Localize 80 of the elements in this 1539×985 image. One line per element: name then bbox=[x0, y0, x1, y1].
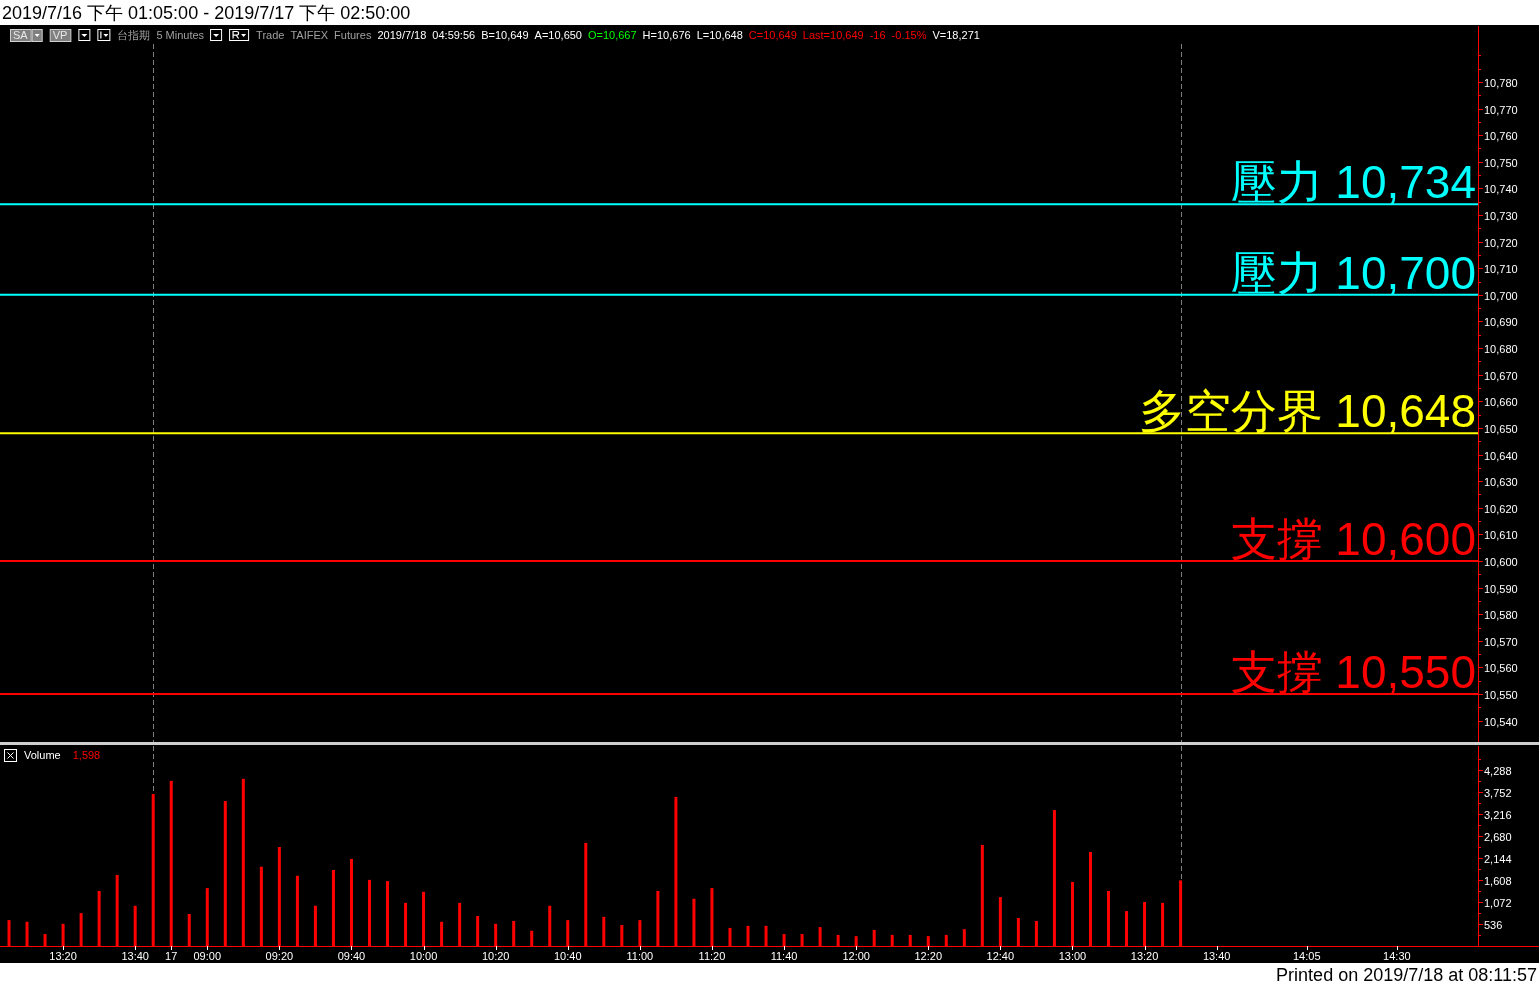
annotation: V=18,271 bbox=[932, 29, 980, 41]
annotation: Trade bbox=[256, 29, 285, 41]
y-tick-label: 10,700 bbox=[1484, 289, 1518, 302]
x-tick-label: 11:00 bbox=[626, 950, 654, 962]
y-tick-label: 10,710 bbox=[1484, 262, 1518, 275]
ref-line-label: 多空分界 10,648 bbox=[1138, 385, 1476, 438]
annotation: Futures bbox=[334, 29, 372, 41]
x-tick-label: 10:00 bbox=[409, 950, 438, 962]
ref-line-label: 壓力 10,734 bbox=[1230, 156, 1476, 209]
y-tick-label: 3,216 bbox=[1484, 808, 1512, 821]
y-tick-label: 10,730 bbox=[1484, 209, 1518, 222]
x-tick-label: 13:20 bbox=[1130, 950, 1159, 962]
y-tick-label: 10,620 bbox=[1484, 502, 1518, 515]
annotation: 台指期 bbox=[117, 29, 151, 41]
y-tick-label: 10,750 bbox=[1484, 156, 1518, 169]
annotation: 1,598 bbox=[72, 749, 101, 761]
x-tick-label: 13:00 bbox=[1058, 950, 1087, 962]
x-tick-label: 11:40 bbox=[770, 950, 798, 962]
x-tick-label: 14:30 bbox=[1383, 950, 1411, 962]
y-tick-label: 1,608 bbox=[1484, 874, 1512, 887]
x-tick-label: 12:00 bbox=[842, 950, 870, 962]
annotation: VP bbox=[52, 29, 68, 41]
y-tick-label: 10,610 bbox=[1484, 528, 1518, 541]
annotation: H=10,676 bbox=[642, 29, 691, 41]
annotation: 04:59:56 bbox=[432, 29, 476, 41]
y-tick-label: 10,640 bbox=[1484, 449, 1518, 462]
annotation: -16 bbox=[869, 29, 886, 41]
annotation: C=10,649 bbox=[748, 29, 797, 41]
annotation: Last=10,649 bbox=[802, 29, 864, 41]
y-tick-label: 10,660 bbox=[1484, 395, 1518, 408]
ref-line-label: 壓力 10,700 bbox=[1230, 246, 1476, 299]
x-tick-label: 13:40 bbox=[121, 950, 149, 962]
y-tick-label: 10,580 bbox=[1484, 608, 1518, 621]
x-tick-label: 09:20 bbox=[265, 950, 294, 962]
chart-title: 2019/7/16 下午 01:05:00 - 2019/7/17 下午 02:50:00 bbox=[2, 3, 411, 23]
x-tick-label: 12:20 bbox=[914, 950, 943, 962]
y-tick-label: 10,670 bbox=[1484, 369, 1518, 382]
y-tick-label: 10,720 bbox=[1484, 236, 1518, 249]
x-tick-label: 12:40 bbox=[986, 950, 1015, 962]
ref-line-label: 支撐 10,600 bbox=[1230, 513, 1476, 565]
y-tick-label: 1,072 bbox=[1484, 896, 1512, 909]
x-tick-label: 10:20 bbox=[481, 950, 510, 962]
text: Printed on 2019/7/18 at 08:11:57 bbox=[1276, 965, 1537, 985]
y-tick-label: 3,752 bbox=[1484, 786, 1512, 799]
y-tick-label: 10,600 bbox=[1484, 555, 1518, 568]
annotation: 5 Minutes bbox=[156, 29, 205, 41]
y-tick-label: 536 bbox=[1484, 918, 1503, 931]
x-tick-label: 17 bbox=[165, 950, 178, 962]
annotation: -0.15% bbox=[891, 29, 927, 41]
y-tick-label: 4,288 bbox=[1484, 764, 1512, 777]
x-tick-label: 09:00 bbox=[193, 950, 222, 962]
y-tick-label: 10,680 bbox=[1484, 342, 1518, 355]
y-tick-label: 10,560 bbox=[1484, 661, 1518, 674]
x-tick-label: 10:40 bbox=[554, 950, 582, 962]
annotation: 2019/7/18 bbox=[377, 29, 427, 41]
y-tick-label: 10,590 bbox=[1484, 582, 1518, 595]
annotation: O=10,667 bbox=[587, 29, 637, 41]
y-tick-label: 10,780 bbox=[1484, 76, 1518, 89]
x-tick-label: 11:20 bbox=[698, 950, 726, 962]
annotation: A=10,650 bbox=[534, 29, 582, 41]
y-tick-label: 2,680 bbox=[1484, 830, 1512, 843]
y-tick-label: 10,740 bbox=[1484, 182, 1518, 195]
ref-line-label: 支撐 10,550 bbox=[1230, 646, 1476, 699]
y-tick-label: 10,540 bbox=[1484, 715, 1518, 728]
x-tick-label: 14:05 bbox=[1293, 950, 1321, 962]
y-tick-label: 10,550 bbox=[1484, 688, 1518, 701]
x-tick-label: 13:40 bbox=[1202, 950, 1231, 962]
annotation: L=10,648 bbox=[696, 29, 743, 41]
x-tick-label: 13:20 bbox=[49, 950, 77, 962]
annotation: TAIFEX bbox=[290, 29, 329, 41]
text: Volume bbox=[24, 749, 61, 761]
annotation: B=10,649 bbox=[481, 29, 529, 41]
y-tick-label: 10,770 bbox=[1484, 103, 1518, 116]
y-tick-label: 10,650 bbox=[1484, 422, 1518, 435]
y-tick-label: 10,570 bbox=[1484, 635, 1518, 648]
y-tick-label: 2,144 bbox=[1484, 852, 1512, 865]
y-tick-label: 10,760 bbox=[1484, 129, 1518, 142]
x-tick-label: 09:40 bbox=[337, 950, 366, 962]
y-tick-label: 10,630 bbox=[1484, 475, 1518, 488]
y-tick-label: 10,690 bbox=[1484, 315, 1518, 328]
